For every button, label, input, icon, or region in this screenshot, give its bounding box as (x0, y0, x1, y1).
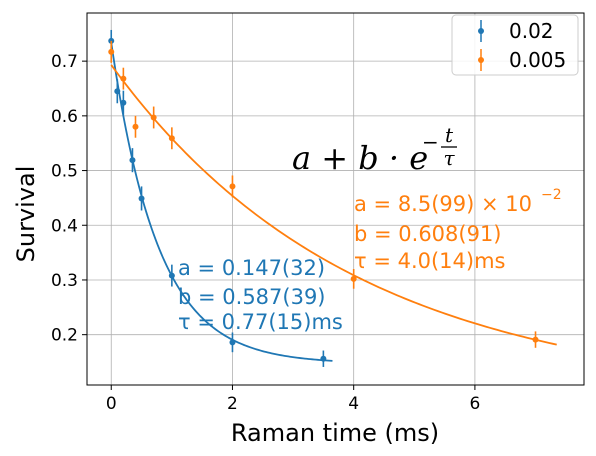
formula-exponent-sign: − (422, 130, 439, 154)
axis-ticks: 0 2 4 6 0.2 0.3 0.4 0.5 0.6 0.7 (51, 52, 480, 414)
data-point-series-0 (229, 339, 236, 346)
blue-param-b: b = 0.587(39) (178, 285, 326, 309)
x-tick-label: 0 (106, 394, 117, 414)
legend-label-orange: 0.005 (509, 48, 566, 72)
data-point-series-0 (120, 99, 127, 106)
formula-exponent-denominator: τ (443, 146, 455, 170)
x-tick-label: 4 (348, 394, 359, 414)
legend: 0.02 0.005 (451, 14, 579, 76)
data-point-series-1 (168, 135, 175, 142)
y-axis-label: Survival (12, 166, 40, 263)
orange-param-a: a = 8.5(99) × 10 (354, 192, 532, 216)
data-point-series-0 (114, 88, 121, 95)
blue-param-a: a = 0.147(32) (178, 256, 325, 280)
blue-param-tau: τ = 0.77(15)ms (178, 310, 343, 334)
orange-fit-annotation: a = 8.5(99) × 10 −2 b = 0.608(91) τ = 4.… (354, 187, 562, 273)
fit-curve-series-1 (110, 64, 557, 346)
data-point-series-1 (108, 48, 115, 55)
legend-marker-orange (478, 57, 484, 63)
legend-entry-blue: 0.02 (478, 19, 554, 43)
fit-curve-series-0 (110, 42, 333, 362)
fit-curves (110, 42, 557, 362)
data-point-series-0 (320, 355, 327, 362)
data-point-series-0 (129, 157, 136, 164)
data-point-series-0 (168, 272, 175, 279)
legend-entry-orange: 0.005 (478, 48, 566, 72)
data-points (108, 29, 539, 367)
legend-marker-blue (478, 28, 484, 34)
x-tick-label: 6 (469, 394, 480, 414)
orange-param-b: b = 0.608(91) (354, 222, 502, 246)
y-tick-label: 0.5 (51, 162, 78, 182)
x-axis-label: Raman time (ms) (231, 419, 439, 447)
data-point-series-1 (120, 75, 127, 82)
data-point-series-1 (229, 183, 236, 190)
y-tick-label: 0.6 (51, 107, 78, 127)
data-point-series-1 (350, 275, 357, 282)
data-point-series-1 (532, 336, 539, 343)
y-tick-label: 0.4 (51, 216, 78, 236)
data-point-series-1 (150, 114, 157, 121)
blue-fit-annotation: a = 0.147(32) b = 0.587(39) τ = 0.77(15)… (178, 256, 343, 334)
fit-formula: a + b · e − t τ (292, 123, 457, 177)
y-tick-label: 0.2 (51, 326, 78, 346)
data-point-series-0 (138, 195, 145, 202)
orange-param-a-exponent: −2 (541, 187, 562, 203)
orange-param-tau: τ = 4.0(14)ms (354, 249, 506, 273)
data-point-series-1 (132, 123, 139, 130)
formula-main: a + b · e (292, 139, 428, 177)
plot-frame (86, 12, 585, 386)
y-tick-label: 0.7 (51, 52, 78, 72)
x-tick-label: 2 (227, 394, 238, 414)
formula-exponent-numerator: t (445, 123, 454, 147)
legend-label-blue: 0.02 (509, 19, 554, 43)
y-tick-label: 0.3 (51, 271, 78, 291)
